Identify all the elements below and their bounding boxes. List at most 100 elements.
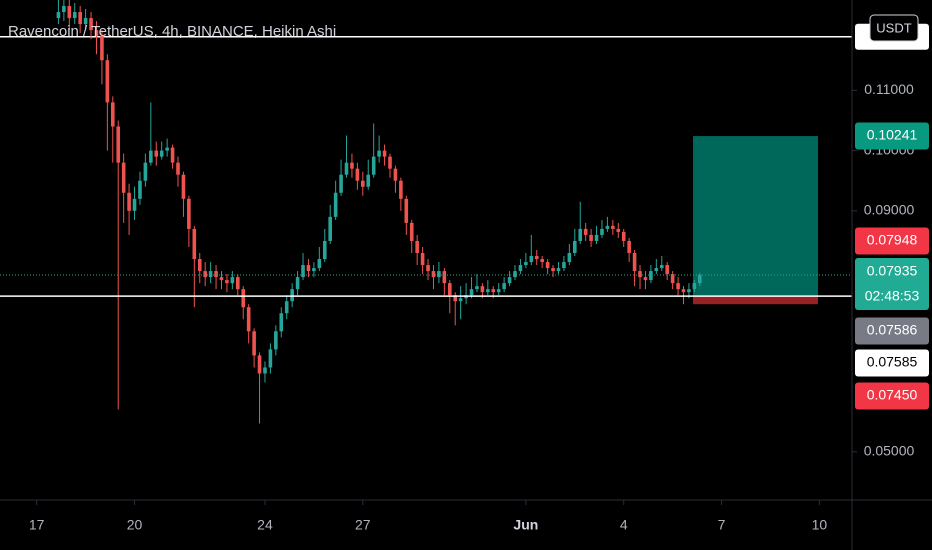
- price-label-text: 0.10241: [867, 127, 918, 143]
- price-label: [855, 317, 929, 345]
- candle-body: [545, 262, 550, 269]
- candle-body: [219, 277, 224, 281]
- candle-body: [611, 225, 615, 229]
- candle-body: [154, 150, 159, 157]
- candle-body: [513, 271, 517, 278]
- candle-body: [78, 12, 82, 25]
- candle-body: [589, 234, 593, 241]
- candle-body: [518, 265, 523, 272]
- candle-body: [268, 349, 273, 368]
- candle-body: [67, 6, 72, 19]
- x-tick-label: 20: [127, 517, 143, 533]
- x-tick-label: Jun: [513, 517, 538, 533]
- candle-body: [496, 289, 501, 293]
- candle-body: [344, 162, 349, 175]
- candle-body: [89, 18, 93, 31]
- candle-body: [246, 307, 251, 332]
- candle-body: [567, 253, 572, 263]
- plot-area: [0, 0, 852, 424]
- price-label: [855, 227, 929, 255]
- candle-body: [197, 259, 202, 272]
- currency-button-label[interactable]: USDT: [876, 20, 911, 35]
- price-label: [855, 258, 929, 310]
- candle-body: [698, 275, 702, 284]
- candle-body: [621, 231, 626, 241]
- candle-body: [94, 30, 99, 37]
- candle-body: [100, 36, 104, 61]
- candle-body: [203, 271, 207, 278]
- candle-body: [187, 198, 191, 229]
- candle-body: [56, 12, 61, 19]
- candle-body: [399, 180, 403, 199]
- y-tick-label: 0.05000: [864, 443, 915, 459]
- candle-body: [404, 198, 409, 223]
- candle-body: [279, 313, 284, 332]
- candle-body: [681, 289, 686, 293]
- candle-body: [110, 102, 115, 127]
- candle-body: [562, 262, 566, 269]
- candle-body: [192, 228, 197, 260]
- candle-body: [409, 222, 414, 241]
- y-tick-label: 0.09000: [864, 202, 915, 218]
- candle-body: [132, 198, 137, 211]
- candle-body: [366, 174, 371, 187]
- countdown: 02:48:53: [865, 288, 920, 304]
- candle-body: [486, 289, 490, 293]
- candle-body: [480, 286, 485, 293]
- candle-body: [214, 271, 218, 278]
- candle-body: [328, 216, 333, 241]
- candle-body: [692, 283, 697, 290]
- candle-body: [437, 271, 441, 278]
- candle-body: [339, 174, 343, 193]
- candle-body: [159, 150, 164, 157]
- candle-body: [583, 228, 588, 235]
- candle-body: [105, 60, 110, 103]
- candle-body: [355, 168, 360, 181]
- candle-body: [665, 265, 669, 275]
- candle-body: [382, 150, 387, 157]
- candle-body: [447, 283, 452, 296]
- candle-body: [540, 259, 544, 263]
- candle-body: [322, 240, 327, 260]
- candle-body: [415, 240, 419, 254]
- candle-body: [165, 147, 169, 151]
- candle-body: [62, 6, 66, 13]
- candle-body: [524, 262, 528, 266]
- price-label: [855, 382, 929, 410]
- price-label: [855, 349, 929, 377]
- candle-body: [371, 156, 376, 175]
- candle-body: [393, 168, 398, 181]
- price-label-text: 0.07948: [867, 232, 918, 248]
- candle-body: [627, 240, 631, 254]
- candle-body: [643, 277, 648, 281]
- candle-body: [377, 150, 381, 157]
- candle-body: [333, 192, 338, 217]
- candle-body: [252, 331, 256, 356]
- candle-body: [676, 283, 680, 290]
- candle-body: [230, 277, 235, 284]
- price-label-text: 0.07585: [867, 354, 918, 370]
- price-label-text: 0.07935: [867, 263, 918, 279]
- price-label-text: 0.07586: [867, 322, 918, 338]
- candle-body: [257, 355, 262, 374]
- x-tick-label: 17: [29, 517, 45, 533]
- candle-body: [225, 280, 229, 284]
- candle-body: [149, 150, 153, 163]
- x-tick-label: 10: [812, 517, 828, 533]
- candle-body: [632, 253, 637, 272]
- price-label-text: 0.07450: [867, 387, 918, 403]
- candle-body: [361, 180, 365, 187]
- candle-body: [600, 228, 604, 235]
- candle-body: [170, 147, 175, 163]
- candle-body: [420, 253, 425, 266]
- candle-body: [127, 192, 131, 211]
- candle-body: [654, 268, 659, 272]
- candle-body: [616, 228, 621, 232]
- candle-body: [534, 256, 539, 260]
- candle-body: [475, 286, 479, 290]
- candle-body: [572, 240, 577, 254]
- currency-button[interactable]: [869, 14, 919, 42]
- candle-body: [469, 289, 474, 296]
- candle-body: [491, 289, 496, 293]
